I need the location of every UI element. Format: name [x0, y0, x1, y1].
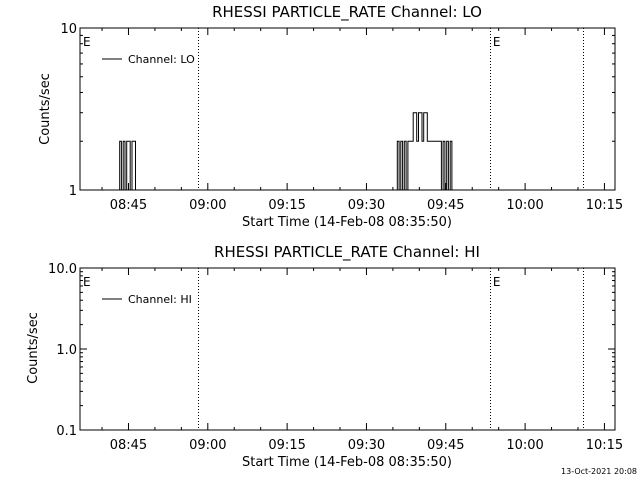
hi-x-tick-label: 09:45: [427, 438, 464, 453]
hi-event-marker: E: [83, 275, 91, 289]
lo-plot-frame: [79, 27, 616, 191]
lo-channel-panel: RHESSI PARTICLE_RATE Channel: LO Counts/…: [38, 3, 623, 230]
hi-x-tick-label: 09:00: [189, 438, 226, 453]
lo-legend-label: Channel: LO: [128, 53, 195, 66]
lo-chart-title: RHESSI PARTICLE_RATE Channel: LO: [212, 3, 482, 22]
hi-channel-panel: RHESSI PARTICLE_RATE Channel: HI Counts/…: [26, 243, 623, 470]
hi-x-tick-label: 10:00: [506, 438, 543, 453]
lo-x-tick-label: 09:15: [268, 198, 305, 213]
hi-y-tick-label: 10.0: [48, 262, 77, 277]
lo-x-tick-label: 09:30: [348, 198, 385, 213]
generation-timestamp: 13-Oct-2021 20:08: [561, 467, 637, 476]
lo-event-marker: E: [493, 35, 501, 49]
hi-y-tick-label: 1.0: [56, 343, 77, 358]
hi-event-marker: E: [493, 275, 501, 289]
hi-y-tick-label: 0.1: [56, 424, 77, 439]
hi-x-tick-label: 10:15: [586, 438, 623, 453]
hi-legend-label: Channel: HI: [128, 293, 192, 306]
lo-event-marker: E: [83, 35, 91, 49]
hi-x-tick-label: 09:15: [268, 438, 305, 453]
lo-y-tick-label: 10: [60, 22, 77, 37]
hi-x-axis-label: Start Time (14-Feb-08 08:35:50): [242, 455, 452, 470]
hi-x-tick-label: 09:30: [348, 438, 385, 453]
lo-x-tick-label: 09:00: [189, 198, 226, 213]
hi-chart-title: RHESSI PARTICLE_RATE Channel: HI: [214, 243, 480, 262]
hi-x-tick-label: 08:45: [110, 438, 147, 453]
lo-x-axis-label: Start Time (14-Feb-08 08:35:50): [242, 215, 452, 230]
lo-x-tick-label: 08:45: [110, 198, 147, 213]
lo-x-tick-label: 09:45: [427, 198, 464, 213]
hi-y-axis-label: Counts/sec: [26, 312, 41, 384]
lo-rate-series-line: [119, 112, 454, 191]
lo-x-tick-label: 10:00: [506, 198, 543, 213]
lo-y-tick-label: 1: [69, 184, 77, 199]
lo-y-axis-label: Counts/sec: [38, 73, 53, 145]
lo-x-tick-label: 10:15: [586, 198, 623, 213]
